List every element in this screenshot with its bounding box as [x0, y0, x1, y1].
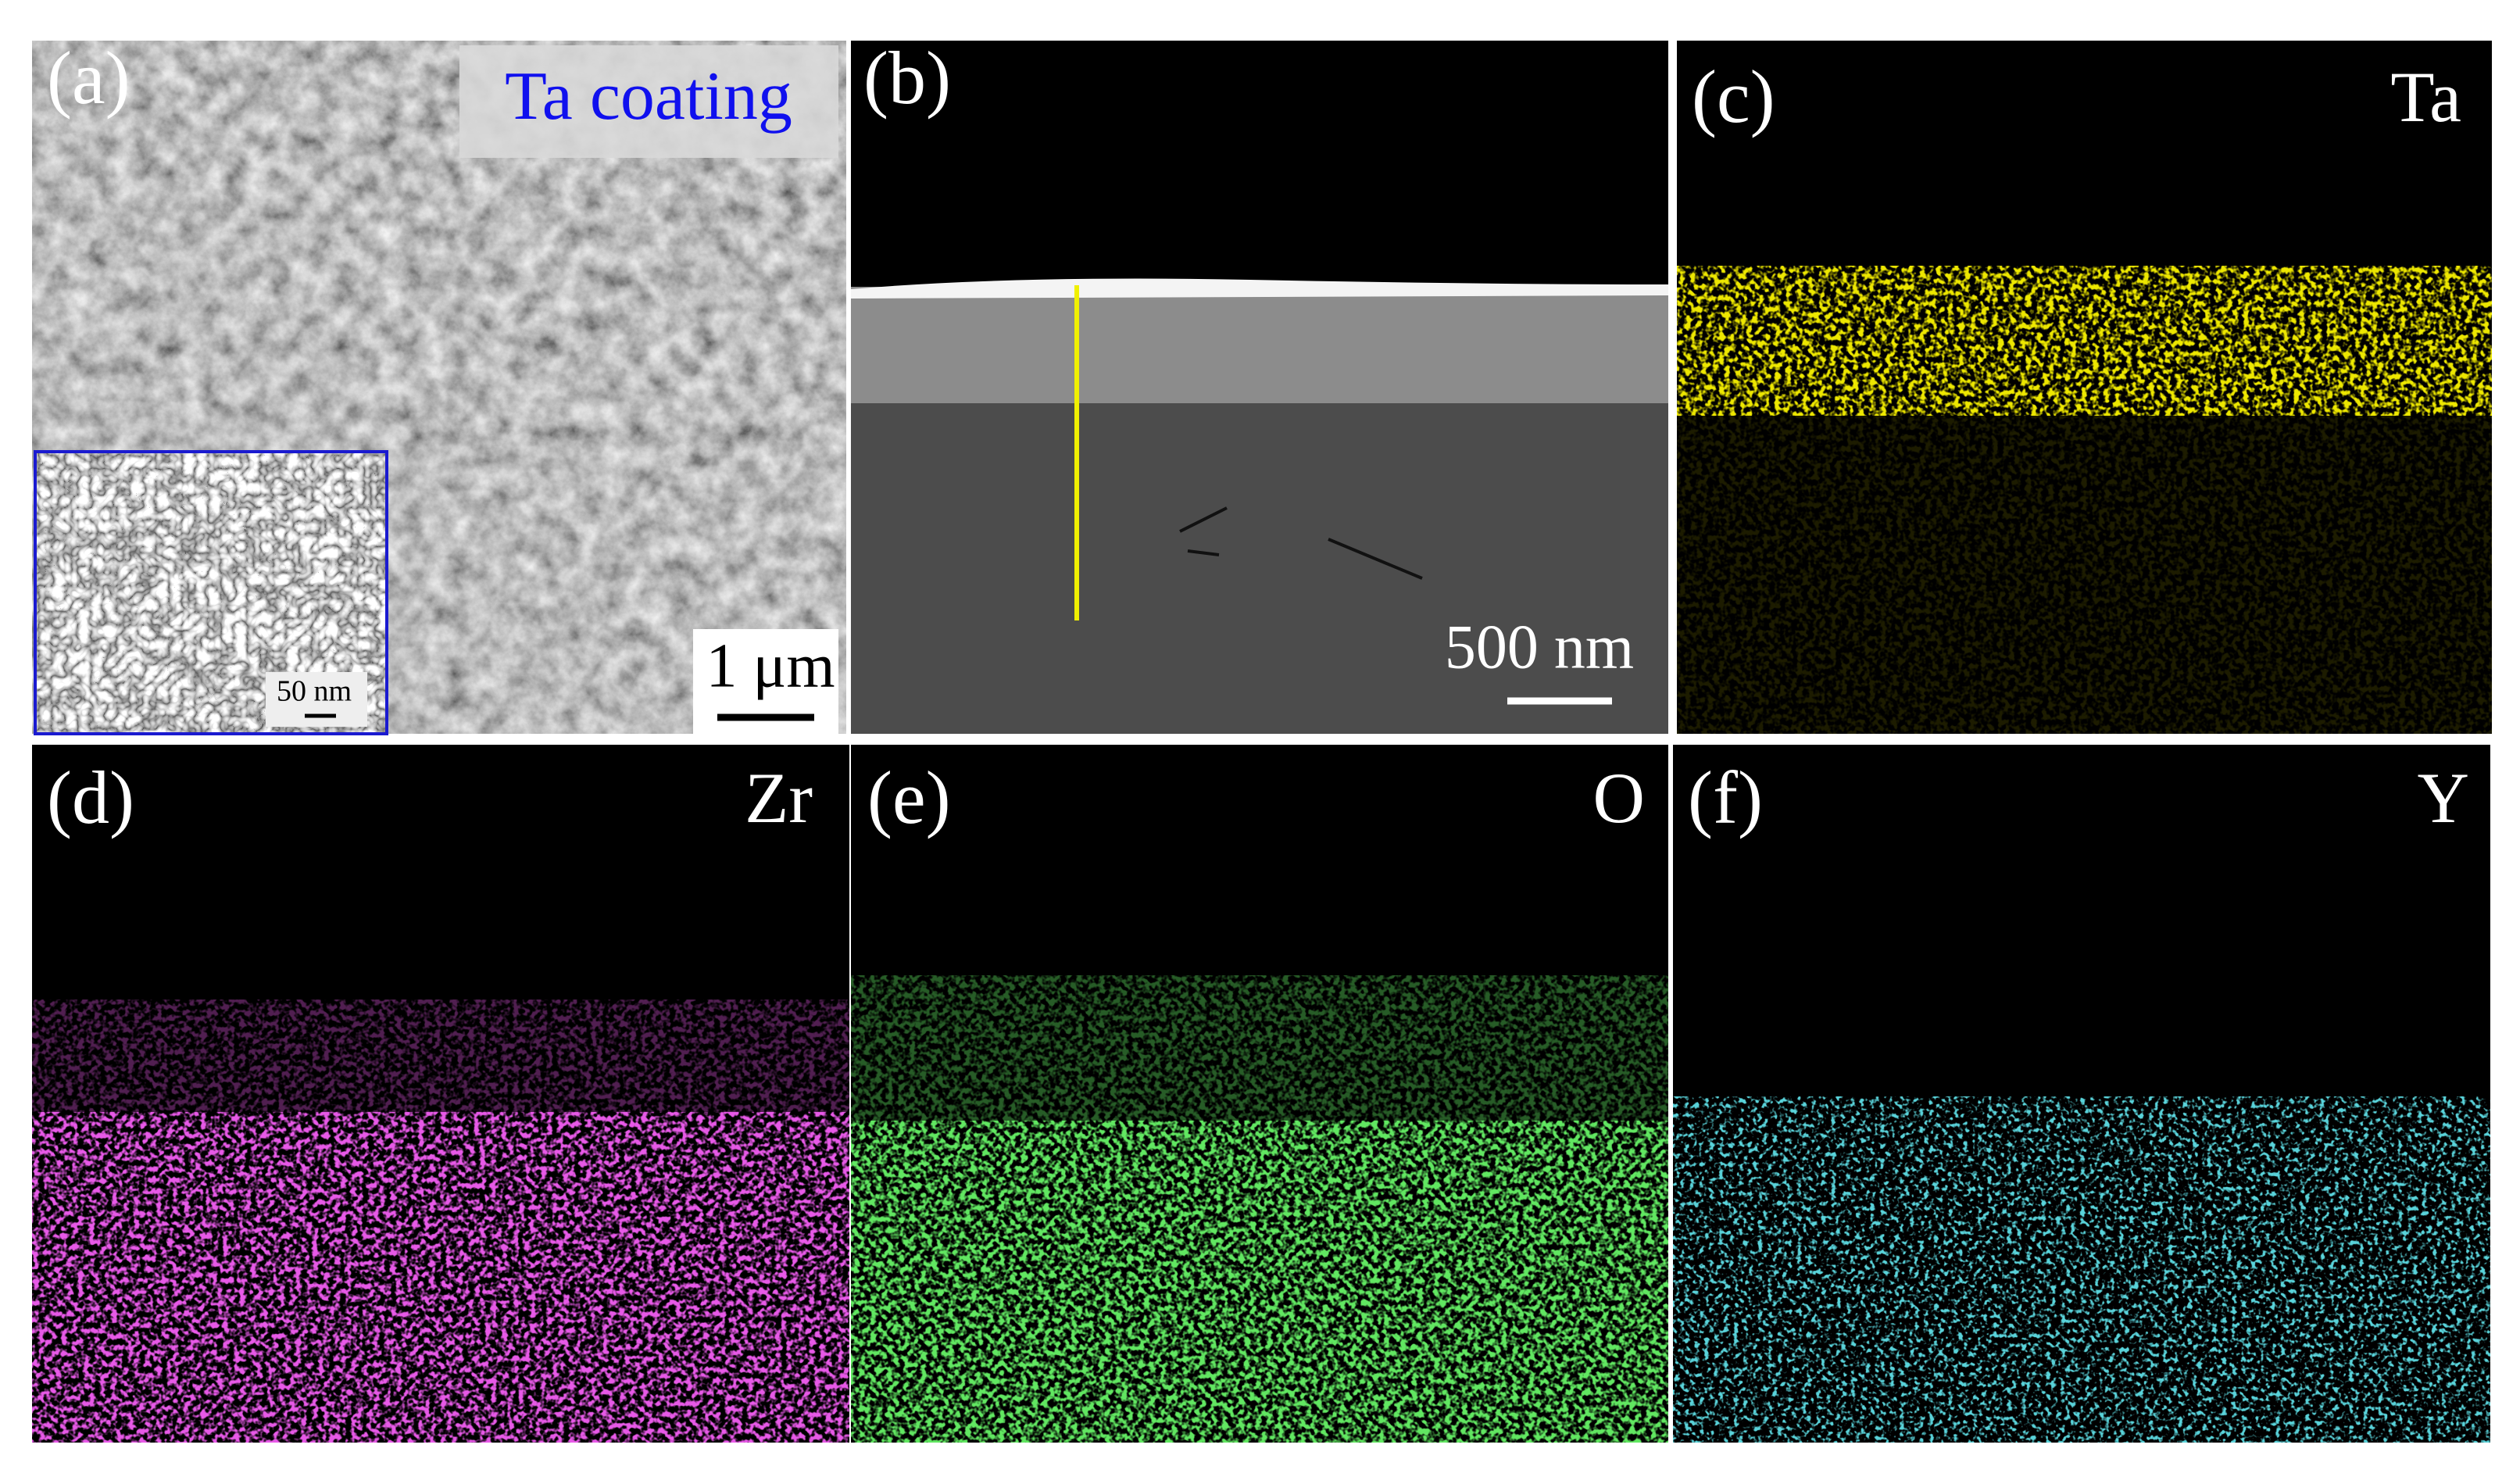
coating-layer: [851, 287, 1668, 403]
panel-d: (d) Zr: [32, 745, 849, 1443]
element-background: [1677, 416, 2492, 734]
element-band: [851, 1121, 1668, 1443]
panel-e: (e) O: [851, 745, 1668, 1443]
scale-label: 1 μm: [706, 631, 835, 700]
panel-label: (d): [47, 756, 134, 839]
scale-label: 500 nm: [1445, 613, 1634, 681]
element-faint-band: [851, 975, 1668, 1121]
element-faint-band: [32, 999, 849, 1112]
panel-label: (e): [867, 756, 951, 839]
element-label: Y: [2418, 758, 2469, 838]
title-box: [459, 45, 838, 158]
inset-scale-label: 50 nm: [277, 675, 352, 708]
substrate: [851, 403, 1668, 734]
defects: [1179, 506, 1423, 580]
panel-title: Ta coating: [505, 59, 792, 134]
surface-edge: [851, 278, 1668, 299]
element-label: Ta: [2390, 57, 2461, 137]
element-label: O: [1593, 758, 1645, 838]
panel-label: (f): [1688, 756, 1763, 839]
element-band: [32, 1112, 849, 1443]
panel-c: (c) Ta: [1677, 41, 2492, 734]
panel-label: (c): [1692, 55, 1775, 138]
panel-label: (a): [47, 36, 130, 120]
panel-a: Ta coating 50 nm 1 μm (a): [32, 36, 846, 735]
element-label: Zr: [745, 758, 813, 838]
element-band: [1673, 1096, 2490, 1443]
panel-label: (b): [863, 36, 951, 120]
inset-border: [34, 450, 388, 735]
element-band: [1677, 266, 2492, 416]
panel-b: 500 nm (b): [851, 36, 1668, 734]
panel-f: (f) Y: [1673, 745, 2490, 1443]
